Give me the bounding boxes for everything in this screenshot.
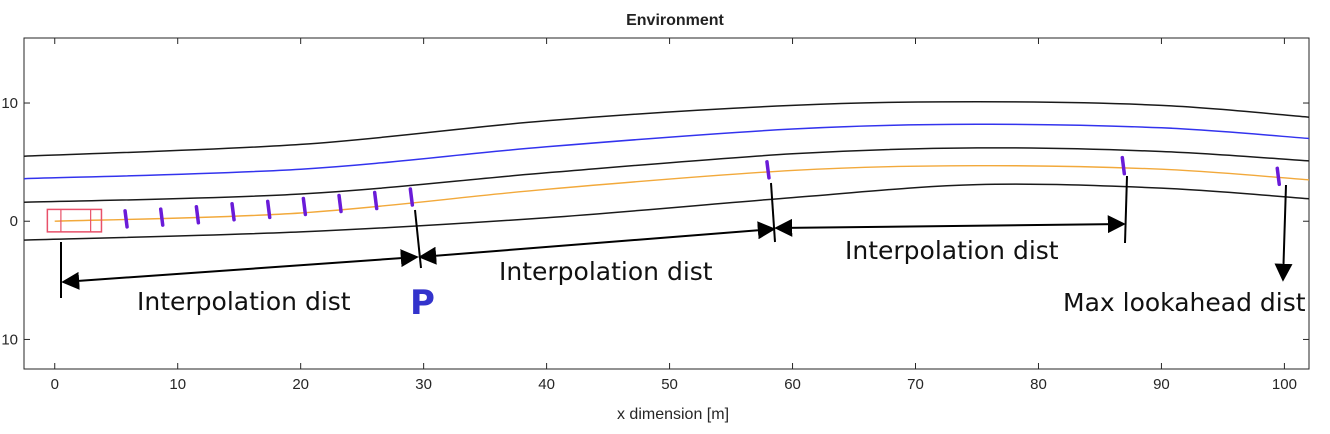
x-tick-label: 0 (51, 376, 59, 393)
waypoint-marker (158, 207, 165, 227)
waypoint-marker (372, 190, 379, 211)
y-tick-label: 0 (10, 213, 18, 230)
waypoint-marker (337, 193, 343, 214)
lane-center-line (23, 123, 1310, 180)
vehicle-rect (46, 208, 103, 233)
road-lines (23, 101, 1310, 241)
waypoints (123, 155, 1282, 229)
x-tick-label: 30 (415, 376, 432, 393)
waypoint-marker (408, 187, 415, 207)
arrow-interp-2 (418, 221, 776, 265)
x-axis-label: x dimension [m] (617, 406, 729, 423)
vehicle-box (46, 208, 103, 233)
y-tick-label: 10 (1, 331, 18, 348)
waypoint-marker (1275, 166, 1282, 187)
x-tick-label: 20 (292, 376, 309, 393)
lane-boundary-middle-line (23, 147, 1310, 204)
outer-boundary-upper-line (23, 101, 1310, 157)
annotation-max-lookahead-dist: Max lookahead dist (1063, 288, 1306, 317)
arrow-interp-3 (774, 215, 1126, 237)
arrow-max-lookahead (1274, 184, 1293, 282)
x-tick-label: 70 (907, 376, 924, 393)
reference-path-line (54, 164, 1310, 222)
x-tick-label: 90 (1153, 376, 1170, 393)
x-tick-label: 80 (1030, 376, 1047, 393)
waypoint-marker (1120, 155, 1127, 176)
x-tick-label: 40 (538, 376, 555, 393)
x-tick-label: 60 (784, 376, 801, 393)
point-p-label: P (410, 283, 435, 323)
x-tick-label: 100 (1272, 376, 1297, 393)
x-tick-label: 10 (169, 376, 186, 393)
waypoint-marker (765, 160, 771, 180)
y-tick-label: 10 (1, 95, 18, 112)
annotation-interpolation-dist-1: Interpolation dist (137, 287, 351, 316)
x-tick-label: 50 (661, 376, 678, 393)
waypoint-marker (230, 202, 236, 222)
waypoint-marker (194, 204, 201, 225)
annotation-arrows (60, 175, 1293, 298)
arrow-interp-1 (61, 249, 419, 290)
figure-title: Environment (626, 12, 724, 29)
outer-boundary-lower-line (23, 183, 1310, 241)
waypoint-marker (265, 199, 272, 220)
annotation-interpolation-dist-3: Interpolation dist (845, 236, 1059, 265)
waypoint-marker (123, 209, 129, 229)
waypoint-marker (301, 196, 308, 217)
annotation-interpolation-dist-2: Interpolation dist (499, 257, 713, 286)
plot-area (23, 37, 1310, 370)
